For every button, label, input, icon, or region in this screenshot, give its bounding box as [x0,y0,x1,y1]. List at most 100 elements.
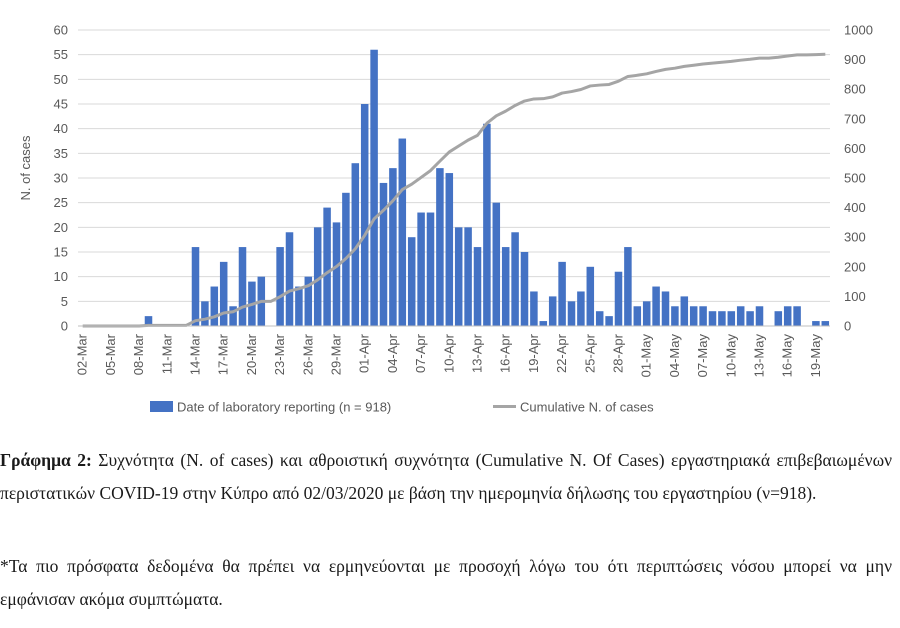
bar [736,306,745,326]
x-tick-label: 07-Apr [413,333,428,373]
x-tick-label: 02-Mar [75,333,90,375]
bar-series [144,49,830,326]
bar [567,301,576,326]
bar [671,306,679,326]
y2-tick-label: 100 [844,289,866,304]
y-axis-left: 0 5 10 15 20 25 30 35 40 45 50 55 60 [54,23,68,334]
y2-tick-label: 500 [844,171,866,186]
bar [285,232,294,326]
bar [323,207,331,326]
bar [407,237,416,326]
bar [454,227,463,326]
bar [304,276,313,326]
bar [370,49,378,326]
x-tick-label: 17-Mar [216,333,231,375]
cumulative-line [82,52,826,328]
bar [755,306,764,326]
y2-tick-label: 600 [844,141,866,156]
x-tick-label: 10-May [723,334,738,378]
bar [520,252,529,326]
bar [389,168,397,326]
y-tick-label: 60 [54,23,68,38]
x-axis: 02-Mar 05-Mar 08-Mar 11-Mar 14-Mar 17-Mar 20-M… [75,325,830,378]
y2-tick-label: 700 [844,111,866,126]
bar [276,247,284,326]
y-tick-label: 40 [54,121,68,136]
y2-tick-label: 800 [844,82,866,97]
bar [426,212,435,326]
x-tick-label: 04-Apr [385,333,400,373]
bar [191,247,200,326]
y-tick-label: 25 [54,195,68,210]
x-tick-label: 07-May [695,334,710,378]
x-tick-label: 05-Mar [103,333,118,375]
bar [783,306,792,326]
bar [360,104,369,326]
x-tick-label: 13-Apr [470,333,485,373]
bar [313,227,322,326]
x-tick-label: 29-Mar [329,333,344,375]
bar [219,261,228,326]
caption-note: *Τα πιο πρόσφατα δεδομένα θα πρέπει να ε… [0,556,892,609]
legend-label-line: Cumulative N. of cases [520,400,654,415]
x-tick-label: 04-May [667,334,682,378]
y-tick-label: 35 [54,146,68,161]
bar [708,311,717,326]
y-tick-label: 10 [54,269,68,284]
y2-tick-label: 300 [844,230,866,245]
y-axis-right: 0 100 200 300 400 500 600 700 800 900 1000 [844,23,873,334]
bar [558,261,566,326]
y-tick-label: 50 [54,72,68,87]
bar [464,227,472,326]
x-tick-label: 01-Apr [357,333,372,373]
legend: Date of laboratory reporting (n = 918) C… [150,400,654,415]
y-tick-label: 5 [61,294,68,309]
bar [661,291,670,326]
bar [821,321,830,326]
bar [614,271,623,326]
y-tick-label: 20 [54,220,68,235]
y-tick-label: 0 [61,319,68,334]
bar [652,286,660,326]
x-tick-label: 11-Mar [159,333,174,374]
y-tick-label: 15 [54,245,68,260]
bar [539,321,548,326]
bar [295,286,303,326]
bar [238,247,247,326]
bar [351,163,360,326]
bar [473,247,482,326]
x-tick-label: 01-May [639,334,654,378]
bar [624,247,632,326]
gridlines [78,29,830,327]
x-tick-label: 19-Apr [526,333,541,373]
x-tick-label: 20-Mar [244,333,259,375]
bar [332,222,341,326]
bar [530,291,538,326]
y2-tick-label: 200 [844,259,866,274]
bar [727,311,736,326]
bar [229,306,237,326]
bar [483,123,491,326]
x-tick-label: 16-Apr [498,333,513,373]
bar [718,311,726,326]
bar [595,311,604,326]
bar [793,306,801,326]
bar [436,168,444,326]
y2-tick-label: 0 [844,319,851,334]
bar [577,291,585,326]
line-series [82,52,826,328]
bar [680,296,689,326]
caption-label: Γράφημα 2: [0,450,92,470]
x-tick-label: 10-Apr [441,333,456,373]
y2-tick-label: 1000 [844,23,873,38]
bar [445,173,454,326]
bar [642,301,651,326]
bar [812,321,820,326]
legend-label-bars: Date of laboratory reporting (n = 918) [177,400,391,415]
y-tick-label: 45 [54,97,68,112]
bar [511,232,519,326]
bar [417,212,425,326]
chart: 0 5 10 15 20 25 30 35 40 45 50 55 60 0 100 200 300 400 50… [18,23,873,415]
x-tick-label: 22-Apr [554,333,569,373]
x-tick-label: 19-May [808,334,823,378]
